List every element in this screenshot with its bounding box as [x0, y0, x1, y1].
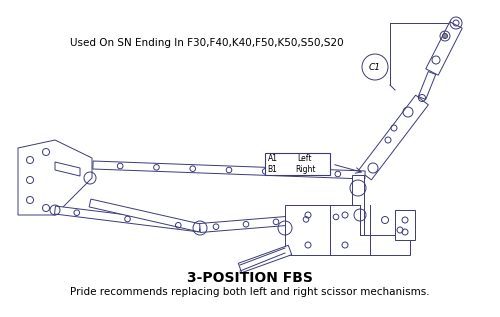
Text: Right: Right	[295, 165, 316, 174]
Polygon shape	[426, 22, 462, 75]
Polygon shape	[285, 205, 410, 255]
Text: Left: Left	[298, 154, 312, 163]
Polygon shape	[358, 95, 428, 180]
Polygon shape	[395, 210, 415, 240]
Bar	[265, 153, 330, 175]
Text: Used On SN Ending In F30,F40,K40,F50,K50,S50,S20: Used On SN Ending In F30,F40,K40,F50,K50…	[70, 38, 344, 48]
Polygon shape	[418, 72, 436, 100]
Text: Pride recommends replacing both left and right scissor mechanisms.: Pride recommends replacing both left and…	[70, 287, 430, 297]
Polygon shape	[89, 199, 201, 232]
Text: 3-POSITION FBS: 3-POSITION FBS	[187, 271, 313, 285]
Text: B1: B1	[268, 165, 278, 174]
Polygon shape	[55, 162, 80, 176]
Polygon shape	[200, 210, 360, 232]
Polygon shape	[352, 175, 364, 240]
Circle shape	[442, 34, 448, 38]
Polygon shape	[93, 161, 365, 179]
Polygon shape	[18, 140, 92, 215]
Polygon shape	[238, 245, 292, 273]
Text: A1: A1	[268, 154, 278, 163]
Text: C1: C1	[369, 62, 381, 72]
Polygon shape	[54, 206, 201, 232]
